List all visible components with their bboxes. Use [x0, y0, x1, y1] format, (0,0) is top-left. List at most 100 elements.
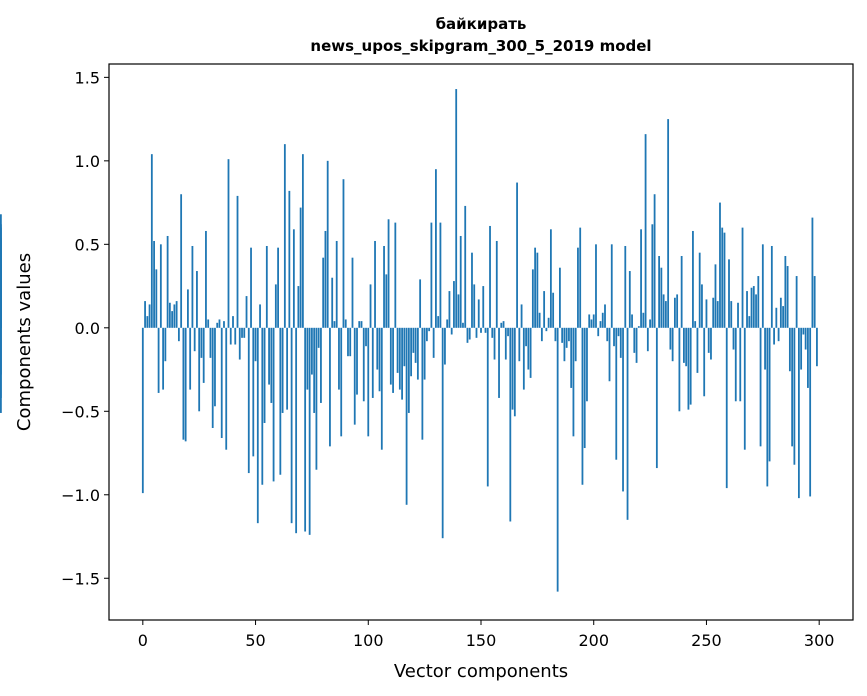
bar-45 [243, 327, 246, 338]
bar-149 [477, 299, 480, 328]
bar-80 [322, 257, 325, 328]
bar-127 [428, 327, 431, 332]
bar-85 [333, 321, 336, 328]
bar-79 [320, 327, 322, 403]
bar-210 [615, 327, 618, 460]
bar-280 [773, 327, 775, 345]
bar-83 [329, 327, 331, 447]
bar-38 [227, 159, 230, 328]
bar-62 [281, 327, 284, 413]
bar-198 [588, 314, 591, 328]
bar-126 [425, 327, 428, 342]
bar-0 [141, 327, 144, 494]
bar-7 [157, 327, 160, 393]
bar-287 [788, 327, 791, 372]
bar-242 [687, 327, 690, 410]
bar-48 [250, 247, 252, 328]
bar-275 [761, 244, 764, 328]
bar-227 [653, 194, 656, 328]
bar-55 [265, 245, 268, 328]
bar-202 [597, 327, 600, 337]
bar-140 [457, 294, 460, 328]
bar-128 [430, 222, 433, 328]
bar-144 [466, 327, 469, 343]
bar-159 [500, 322, 503, 328]
bar-147 [473, 284, 476, 328]
bar-234 [669, 327, 672, 350]
bar-136 [448, 291, 451, 328]
bar-262 [732, 327, 735, 350]
bar-148 [475, 327, 478, 338]
bar-66 [290, 327, 293, 524]
bar-183 [554, 327, 557, 342]
bar-72 [304, 327, 307, 532]
bar-84 [331, 277, 334, 328]
bar-241 [685, 327, 688, 367]
bar-36 [223, 321, 225, 328]
bar-208 [610, 244, 613, 328]
bar-190 [570, 327, 573, 388]
bar-168 [520, 304, 523, 328]
plot-area-frame [108, 63, 854, 621]
bar-57 [270, 327, 273, 403]
bar-239 [680, 256, 683, 328]
bar-146 [471, 252, 473, 328]
bar-26 [200, 327, 203, 358]
bar-135 [446, 319, 449, 328]
bar-96 [358, 321, 361, 328]
bar-213 [622, 327, 624, 492]
bar-86 [335, 240, 338, 328]
bar-165 [513, 327, 516, 417]
bar-76 [313, 327, 316, 413]
bar-156 [493, 327, 496, 360]
bar-14 [173, 304, 176, 328]
bar-81 [324, 230, 327, 328]
bar-189 [568, 327, 570, 342]
bar-243 [689, 327, 692, 405]
bar-64 [286, 327, 289, 410]
bar-182 [552, 292, 555, 328]
bar-49 [252, 327, 255, 457]
bar-51 [256, 327, 259, 524]
bar-71 [301, 154, 304, 328]
y-tick-label: 1.5 [75, 68, 100, 87]
bar-109 [387, 219, 390, 328]
bar-278 [768, 327, 771, 462]
bar-197 [586, 327, 588, 402]
bar-102 [371, 327, 374, 398]
bar-142 [462, 322, 464, 328]
bar-30 [209, 327, 212, 358]
bar-69 [297, 286, 300, 328]
chart-title: байкирать [436, 15, 527, 33]
bar-12 [168, 302, 171, 328]
bar-82 [326, 160, 329, 328]
bar-260 [728, 259, 730, 328]
bar-289 [793, 327, 796, 465]
x-tick-label: 100 [353, 631, 384, 650]
bar-1 [144, 301, 146, 328]
bar-264 [737, 302, 739, 328]
bar-31 [211, 327, 214, 428]
bar-53 [261, 327, 264, 485]
bar-194 [579, 227, 582, 328]
bar-50 [254, 327, 257, 362]
bar-204 [601, 312, 604, 328]
bar-215 [626, 327, 629, 520]
bar-44 [241, 327, 243, 338]
bar-162 [507, 327, 509, 337]
bar-281 [775, 307, 778, 328]
bar-6 [155, 269, 158, 328]
bar-103 [374, 240, 376, 328]
bar-256 [719, 202, 721, 328]
bar-192 [574, 327, 577, 362]
y-tick-label: −1.0 [61, 486, 100, 505]
bar-2 [146, 316, 149, 328]
y-tick-label: −1.5 [61, 569, 100, 588]
bar-161 [504, 327, 507, 360]
bar-92 [349, 327, 352, 357]
bar-251 [707, 327, 710, 353]
bar-32 [214, 327, 216, 407]
bar-283 [779, 297, 782, 328]
bar-22 [191, 245, 194, 328]
